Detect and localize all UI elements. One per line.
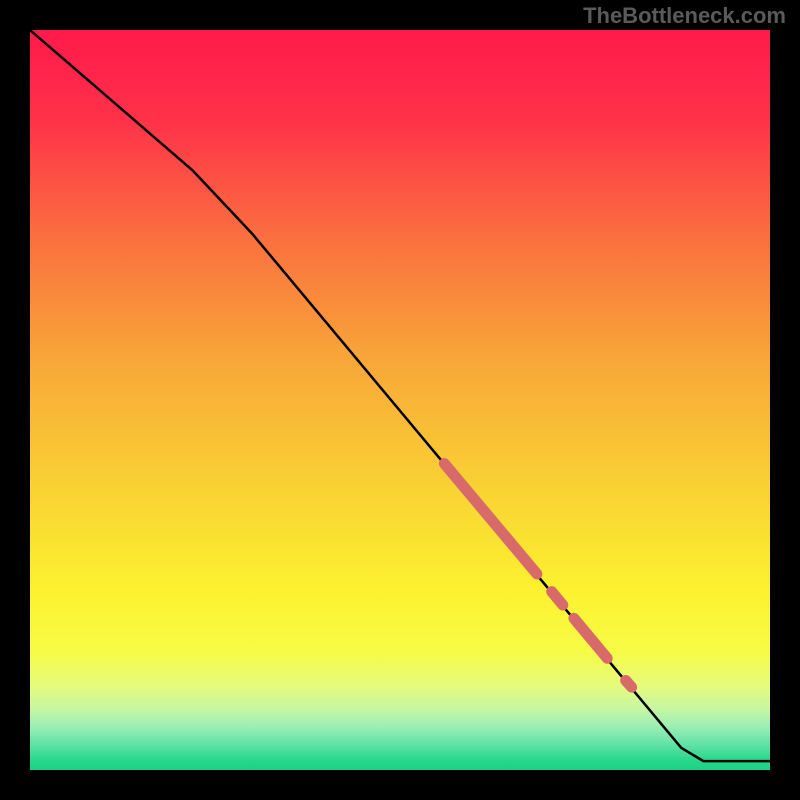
curve-layer — [30, 30, 770, 770]
highlight-segment-2 — [574, 618, 607, 658]
highlight-segment-3 — [626, 680, 632, 687]
highlight-segment-1 — [552, 592, 563, 605]
bottleneck-curve — [30, 30, 770, 761]
highlight-segment-0 — [444, 464, 537, 574]
watermark-text: TheBottleneck.com — [583, 3, 786, 29]
chart-canvas: TheBottleneck.com — [0, 0, 800, 800]
plot-area — [30, 30, 770, 770]
